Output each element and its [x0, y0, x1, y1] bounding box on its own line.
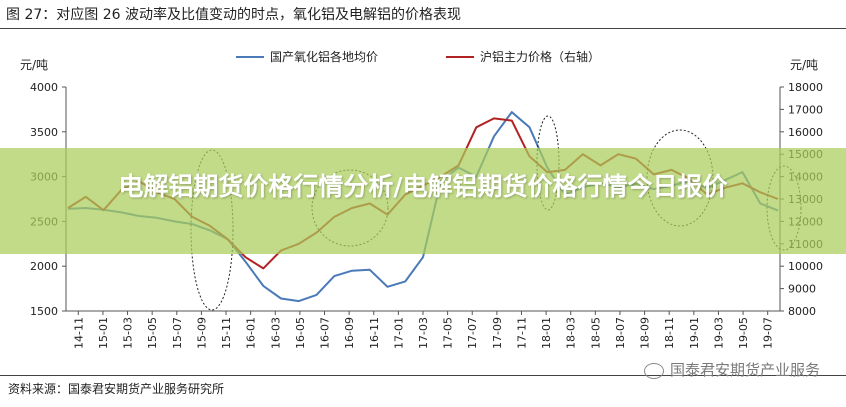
right-tick-label: 8000: [788, 305, 816, 318]
x-tick-label: 15-05: [146, 317, 159, 349]
x-tick-label: 18-01: [540, 317, 553, 349]
right-tick-label: 16000: [788, 126, 823, 139]
banner-text: 电解铝期货价格行情分析/电解铝期货价格行情今日报价: [118, 172, 728, 201]
legend-label: 国产氧化铝各地均价: [270, 49, 378, 64]
x-tick-label: 15-07: [171, 317, 184, 349]
x-tick-label: 15-11: [220, 317, 233, 349]
x-tick-label: 16-07: [319, 317, 332, 349]
overlay-banner: [0, 148, 846, 254]
x-tick-label: 17-01: [392, 317, 405, 349]
x-tick-label: 16-11: [368, 317, 381, 349]
x-tick-label: 16-01: [245, 317, 258, 349]
left-tick-label: 4000: [30, 81, 58, 94]
bottom-divider: [0, 375, 846, 376]
x-tick-label: 19-05: [737, 317, 750, 349]
top-divider: [0, 28, 846, 29]
right-tick-label: 18000: [788, 81, 823, 94]
left-tick-label: 3500: [30, 126, 58, 139]
right-tick-label: 9000: [788, 283, 816, 296]
x-tick-label: 16-03: [269, 317, 282, 349]
x-tick-label: 17-05: [442, 317, 455, 349]
x-tick-label: 17-09: [491, 317, 504, 349]
watermark-label: 国泰君安期货产业服务: [669, 361, 820, 379]
x-tick-label: 15-01: [97, 317, 110, 349]
right-tick-label: 17000: [788, 103, 823, 116]
x-tick-label: 14-11: [72, 317, 85, 349]
left-axis-unit: 元/吨: [20, 58, 48, 72]
x-tick-label: 15-09: [195, 317, 208, 349]
x-tick-label: 18-11: [663, 317, 676, 349]
x-tick-label: 16-05: [294, 317, 307, 349]
x-tick-label: 17-07: [466, 317, 479, 349]
x-tick-label: 15-03: [122, 317, 135, 349]
x-tick-label: 17-03: [417, 317, 430, 349]
watermark: 国泰君安期货产业服务: [643, 359, 820, 380]
right-axis-unit: 元/吨: [790, 58, 818, 72]
x-tick-label: 18-03: [565, 317, 578, 349]
right-tick-label: 10000: [788, 260, 823, 273]
x-tick-label: 16-09: [343, 317, 356, 349]
left-tick-label: 2000: [30, 260, 58, 273]
x-tick-label: 19-07: [762, 317, 775, 349]
x-tick-label: 18-09: [639, 317, 652, 349]
wechat-icon: [643, 362, 664, 379]
legend-label: 沪铝主力价格（右轴）: [480, 49, 600, 64]
x-tick-label: 18-07: [614, 317, 627, 349]
x-tick-label: 18-05: [589, 317, 602, 349]
x-tick-label: 17-11: [515, 317, 528, 349]
left-tick-label: 1500: [30, 305, 58, 318]
figure-title: 图 27：对应图 26 波动率及比值变动的时点，氧化铝及电解铝的价格表现: [6, 7, 461, 23]
x-tick-label: 19-01: [688, 317, 701, 349]
x-tick-label: 19-03: [712, 317, 725, 349]
source-note: 资料来源：国泰君安期货产业服务研究所: [8, 382, 225, 396]
